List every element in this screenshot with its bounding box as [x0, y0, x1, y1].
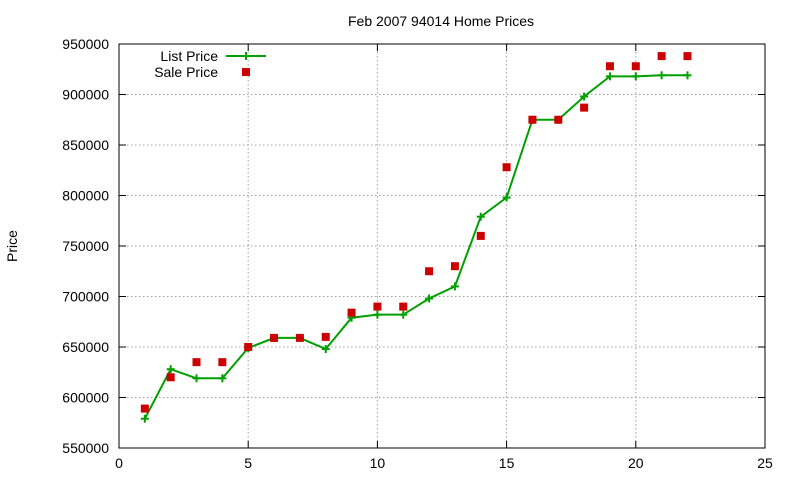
x-tick-label: 20 [628, 455, 644, 471]
sale-price-point [631, 62, 640, 71]
list-price-point [321, 345, 330, 354]
sale-price-point [166, 373, 175, 382]
x-tick-label: 10 [370, 455, 386, 471]
y-tick-label: 750000 [62, 238, 109, 254]
y-axis-label: Price [4, 230, 20, 262]
list-price-line [143, 74, 688, 420]
x-tick-label: 15 [499, 455, 515, 471]
legend-item-sale-price: Sale Price [154, 64, 250, 80]
y-tick-label: 650000 [62, 339, 109, 355]
sale-price-point [580, 103, 589, 112]
legend-square-swatch [242, 68, 250, 76]
list-price-point [140, 414, 149, 423]
list-price-point [502, 193, 511, 202]
sale-price-point [528, 115, 537, 124]
x-tick-label: 0 [115, 455, 123, 471]
sale-price-point [605, 62, 614, 71]
list-price-point [683, 71, 692, 80]
list-price-point [476, 212, 485, 221]
list-price-point [218, 374, 227, 383]
grid-lines [119, 44, 765, 448]
sale-price-point [450, 262, 459, 271]
y-tick-label: 800000 [62, 188, 109, 204]
sale-price-point [657, 52, 666, 61]
list-price-point [631, 72, 640, 81]
x-tick-label: 5 [244, 455, 252, 471]
y-tick-label: 850000 [62, 137, 109, 153]
y-tick-label: 700000 [62, 289, 109, 305]
sale-price-point [373, 302, 382, 311]
y-tick-label: 950000 [62, 36, 109, 52]
sale-price-point [218, 358, 227, 367]
sale-price-point [192, 358, 201, 367]
sale-price-point [321, 332, 330, 341]
data-series [140, 52, 692, 423]
y-tick-label: 550000 [62, 440, 109, 456]
sale-price-point [295, 333, 304, 342]
sale-price-point [425, 267, 434, 276]
axis-ticks: 0 5 10 15 20 25 550000 600000 650000 700000 750000… [62, 36, 773, 471]
sale-price-point [476, 231, 485, 240]
sale-price-point [502, 163, 511, 172]
legend-plus-marker [242, 52, 250, 60]
list-price-point [580, 92, 589, 101]
legend-label: List Price [160, 48, 218, 64]
list-price-point [373, 310, 382, 319]
list-price-point [450, 282, 459, 291]
chart-title: Feb 2007 94014 Home Prices [348, 13, 534, 29]
sale-price-point [244, 343, 253, 351]
sale-price-point [399, 302, 408, 311]
list-price-point [192, 374, 201, 383]
legend-label: Sale Price [154, 64, 218, 80]
list-price-point [399, 310, 408, 319]
series-list-price [140, 71, 692, 423]
sale-price-point [554, 115, 563, 124]
list-price-point [166, 365, 175, 374]
sale-price-point [683, 52, 692, 61]
list-price-point [605, 72, 614, 81]
list-price-point [657, 71, 666, 80]
y-tick-label: 600000 [62, 390, 109, 406]
list-price-point [425, 294, 434, 303]
sale-price-point [347, 308, 356, 317]
y-tick-label: 900000 [62, 87, 109, 103]
series-sale-price [140, 52, 692, 413]
sale-price-point [270, 333, 279, 342]
sale-price-point [140, 404, 149, 413]
x-tick-label: 25 [757, 455, 773, 471]
legend-item-list-price: List Price [160, 48, 266, 64]
